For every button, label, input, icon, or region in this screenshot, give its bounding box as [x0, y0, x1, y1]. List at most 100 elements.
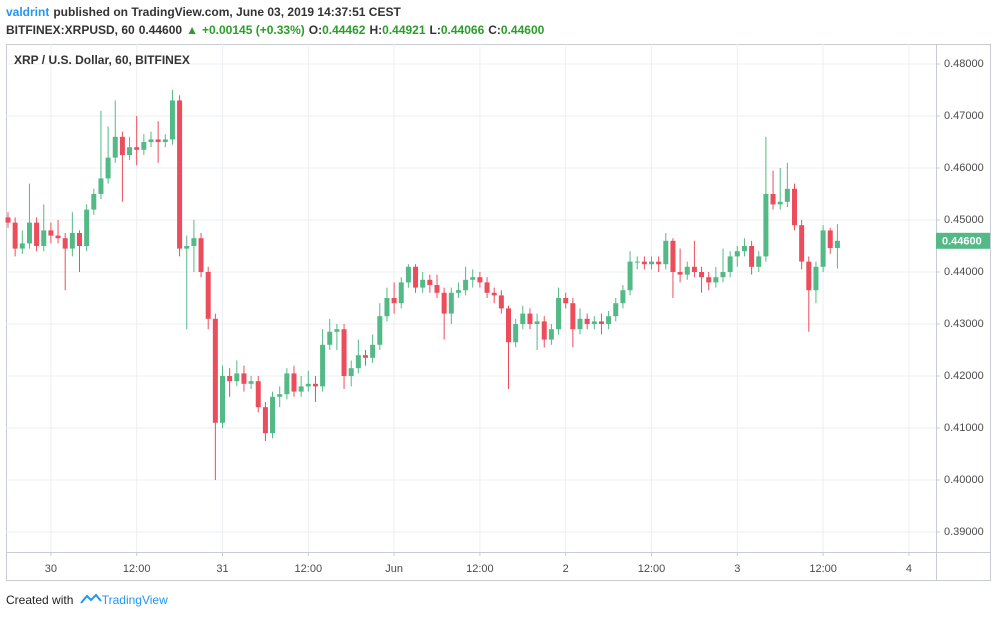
candle-body: [734, 251, 740, 257]
footer: Created with TradingView: [6, 593, 168, 607]
candle-body: [184, 246, 190, 249]
candle-body: [434, 285, 440, 293]
candle-body: [799, 225, 805, 262]
y-tick-label: 0.43000: [944, 318, 984, 330]
candle-body: [134, 147, 140, 150]
candle-body: [255, 381, 261, 408]
candle-body: [191, 238, 197, 247]
candle-body: [713, 277, 719, 283]
candle-body: [684, 266, 690, 275]
candle-body: [155, 139, 161, 143]
candle-body: [720, 272, 726, 278]
candle-body: [570, 303, 576, 330]
candle-body: [227, 375, 233, 382]
candle-body: [727, 256, 733, 273]
logo: [79, 593, 102, 604]
grid: [6, 44, 936, 552]
candle-body: [34, 222, 40, 247]
candle-body: [141, 142, 147, 150]
ohlc-label: C:: [488, 23, 501, 37]
candle-body: [5, 217, 11, 223]
candle-body: [91, 194, 97, 210]
y-tick-label: 0.40000: [944, 474, 984, 486]
candle-body: [420, 279, 426, 288]
candle-body: [26, 222, 32, 244]
candle-body: [127, 147, 133, 156]
author[interactable]: valdrint: [6, 5, 50, 19]
candle-body: [62, 238, 68, 249]
x-tick-label: 12:00: [638, 563, 666, 575]
publish-line: valdrint published on TradingView.com, Ju…: [6, 5, 401, 19]
candle-body: [234, 373, 240, 382]
ohlc-label: O:: [308, 23, 323, 37]
candle-body: [41, 230, 47, 247]
candle-body: [784, 188, 790, 202]
x-tick-label: 12:00: [809, 563, 837, 575]
chart-frame: [6, 44, 991, 581]
candle-body: [363, 355, 368, 358]
candle-body: [391, 298, 397, 304]
last-price: 0.44600: [138, 23, 183, 37]
last-price-label: 0.44600: [942, 236, 982, 248]
candle-body: [305, 383, 311, 387]
candle-body: [355, 355, 361, 369]
symbol-line: BITFINEX:XRPUSD, 60 0.44600 ▲ +0.00145 (+0.…: [6, 23, 544, 37]
candle-body: [69, 233, 75, 249]
candle-body: [312, 383, 318, 387]
candle-body: [448, 292, 454, 314]
candle-body: [763, 194, 769, 257]
candle-body: [627, 261, 633, 291]
y-tick-label: 0.47000: [944, 110, 984, 122]
candle-body: [119, 136, 125, 156]
candle-body: [749, 246, 755, 267]
candle-body: [663, 240, 669, 265]
candle-body: [384, 298, 390, 317]
ohlc-value: 0.44462: [322, 23, 366, 37]
candle-body: [641, 261, 647, 265]
candle-body: [348, 368, 354, 376]
candle-body: [656, 261, 662, 265]
candle-body: [820, 230, 826, 267]
candle-body: [606, 316, 612, 324]
candle-body: [270, 396, 276, 434]
ohlc-value: 0.44066: [440, 23, 485, 37]
y-tick-label: 0.39000: [944, 526, 984, 538]
candle-body: [477, 277, 483, 283]
up-arrow: ▲: [186, 23, 198, 37]
candle-body: [827, 230, 833, 248]
candle-body: [405, 266, 411, 283]
candle-body: [198, 238, 204, 273]
candle-body: [298, 386, 304, 392]
candle-body: [284, 373, 290, 395]
candle-body: [506, 308, 511, 343]
x-tick-label: Jun: [385, 563, 403, 575]
candle-body: [177, 100, 183, 249]
candle-body: [741, 246, 747, 252]
candle-body: [491, 292, 497, 296]
candle-body: [756, 256, 762, 267]
ohlc-value: 0.44921: [382, 23, 426, 37]
candle-body: [55, 235, 61, 239]
x-tick-label: 3: [734, 563, 740, 575]
candle-body: [19, 243, 25, 249]
y-tick-label: 0.48000: [944, 58, 984, 70]
candle-body: [806, 261, 812, 291]
candle-body: [341, 329, 347, 376]
candle-body: [484, 282, 490, 293]
candle-body: [792, 188, 797, 226]
x-tick-label: 31: [216, 563, 228, 575]
candle-body: [699, 272, 705, 278]
candle-body: [534, 321, 540, 324]
candle-body: [556, 298, 562, 330]
candle-body: [520, 313, 526, 324]
change: +0.00145 (+0.33%): [201, 23, 305, 37]
candle-body: [427, 279, 433, 286]
candle-body: [548, 329, 554, 340]
y-tick-label: 0.42000: [944, 370, 984, 382]
candle-body: [813, 266, 819, 291]
brand[interactable]: TradingView: [101, 593, 168, 607]
candle-body: [498, 295, 504, 309]
ohlc-label: H:: [369, 23, 383, 37]
candle-body: [770, 194, 776, 205]
